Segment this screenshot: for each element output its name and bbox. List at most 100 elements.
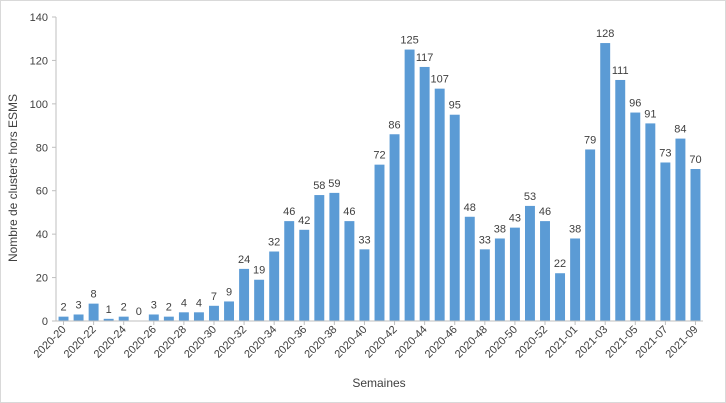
x-tick-label: 2021-07 — [633, 324, 670, 361]
data-label: 9 — [226, 286, 232, 298]
data-label: 2 — [121, 302, 127, 314]
x-tick-label: 2021-09 — [664, 324, 701, 361]
data-label: 48 — [464, 202, 476, 214]
bar — [690, 169, 701, 321]
data-label: 0 — [136, 306, 142, 318]
data-label: 95 — [449, 100, 461, 112]
y-tick-label: 80 — [36, 142, 48, 154]
x-tick-label: 2020-24 — [92, 324, 129, 361]
x-tick-label: 2020-42 — [363, 324, 400, 361]
bar — [284, 221, 295, 321]
x-tick-label: 2020-44 — [393, 324, 430, 361]
bar — [374, 164, 385, 321]
data-label: 8 — [91, 289, 97, 301]
data-label: 3 — [76, 299, 82, 311]
bars — [58, 43, 701, 322]
bar — [479, 249, 490, 321]
data-label: 38 — [494, 223, 506, 235]
x-tick-label: 2020-34 — [242, 324, 279, 361]
x-tick-label: 2020-46 — [423, 324, 460, 361]
data-label: 117 — [416, 52, 434, 64]
x-tick-label: 2020-38 — [302, 324, 339, 361]
data-label: 53 — [524, 191, 536, 203]
bar — [615, 79, 626, 321]
data-label: 79 — [584, 134, 596, 146]
y-tick-label: 40 — [36, 229, 48, 241]
y-tick-label: 20 — [36, 273, 48, 285]
bar — [494, 238, 505, 321]
bar — [419, 66, 430, 321]
bar — [103, 318, 114, 321]
data-label: 73 — [659, 147, 671, 159]
bar — [314, 195, 325, 321]
bar — [224, 301, 235, 321]
y-tick-label: 120 — [30, 55, 48, 67]
bar — [449, 114, 460, 321]
x-tick-label: 2021-01 — [543, 324, 580, 361]
data-label: 91 — [644, 108, 656, 120]
data-label: 84 — [674, 124, 686, 136]
bar — [570, 238, 581, 321]
x-tick-label: 2021-05 — [603, 324, 640, 361]
data-label: 43 — [509, 213, 521, 225]
data-label: 107 — [431, 74, 449, 86]
bar — [509, 227, 520, 321]
data-label: 125 — [400, 35, 418, 47]
bar — [675, 138, 686, 321]
data-label: 19 — [253, 265, 265, 277]
data-label: 86 — [388, 119, 400, 131]
x-tick-label: 2020-22 — [62, 324, 99, 361]
data-label: 4 — [196, 297, 202, 309]
bar — [524, 205, 535, 321]
data-label: 38 — [569, 223, 581, 235]
bar — [163, 316, 174, 321]
bar — [193, 312, 204, 321]
data-label: 4 — [181, 297, 187, 309]
bar — [118, 316, 129, 321]
y-axis-title: Nombre de clusters hors ESMS — [6, 94, 20, 262]
x-tick-label: 2020-48 — [453, 324, 490, 361]
data-label: 128 — [596, 28, 614, 40]
data-label: 111 — [612, 65, 629, 77]
x-tick-label: 2020-20 — [32, 324, 69, 361]
data-label: 24 — [238, 254, 250, 266]
bar — [585, 149, 596, 321]
y-axis: 0 20 40 60 80 100 120 140 — [30, 12, 57, 328]
bar — [600, 43, 611, 322]
x-axis: 2020-202020-222020-242020-262020-282020-… — [32, 320, 703, 361]
data-label: 46 — [343, 206, 355, 218]
x-tick-label: 2021-03 — [573, 324, 610, 361]
bar — [660, 162, 671, 321]
bar — [359, 249, 370, 321]
bar — [555, 273, 566, 321]
bar — [434, 88, 445, 322]
data-label: 2 — [60, 302, 66, 314]
y-tick-label: 140 — [30, 12, 48, 24]
y-tick-label: 100 — [30, 99, 48, 111]
x-tick-label: 2020-40 — [333, 324, 370, 361]
data-label: 33 — [479, 234, 491, 246]
x-tick-label: 2020-52 — [513, 324, 550, 361]
bar — [209, 305, 219, 321]
data-label: 32 — [268, 237, 280, 249]
x-tick-label: 2020-36 — [272, 324, 309, 361]
data-label: 72 — [373, 150, 385, 162]
y-tick-label: 60 — [36, 186, 48, 198]
data-label: 42 — [298, 215, 310, 227]
x-tick-label: 2020-30 — [182, 324, 219, 361]
x-tick-label: 2020-32 — [212, 324, 249, 361]
data-label: 46 — [539, 206, 551, 218]
bar — [389, 134, 400, 321]
bar — [540, 221, 550, 321]
x-tick-label: 2020-28 — [152, 324, 189, 361]
bar — [239, 268, 250, 321]
bar — [269, 251, 280, 321]
x-tick-label: 2020-26 — [122, 324, 159, 361]
data-label: 96 — [629, 98, 641, 110]
data-label: 2 — [166, 302, 172, 314]
bar — [329, 192, 340, 321]
data-label: 1 — [106, 304, 112, 316]
bar — [178, 312, 189, 321]
